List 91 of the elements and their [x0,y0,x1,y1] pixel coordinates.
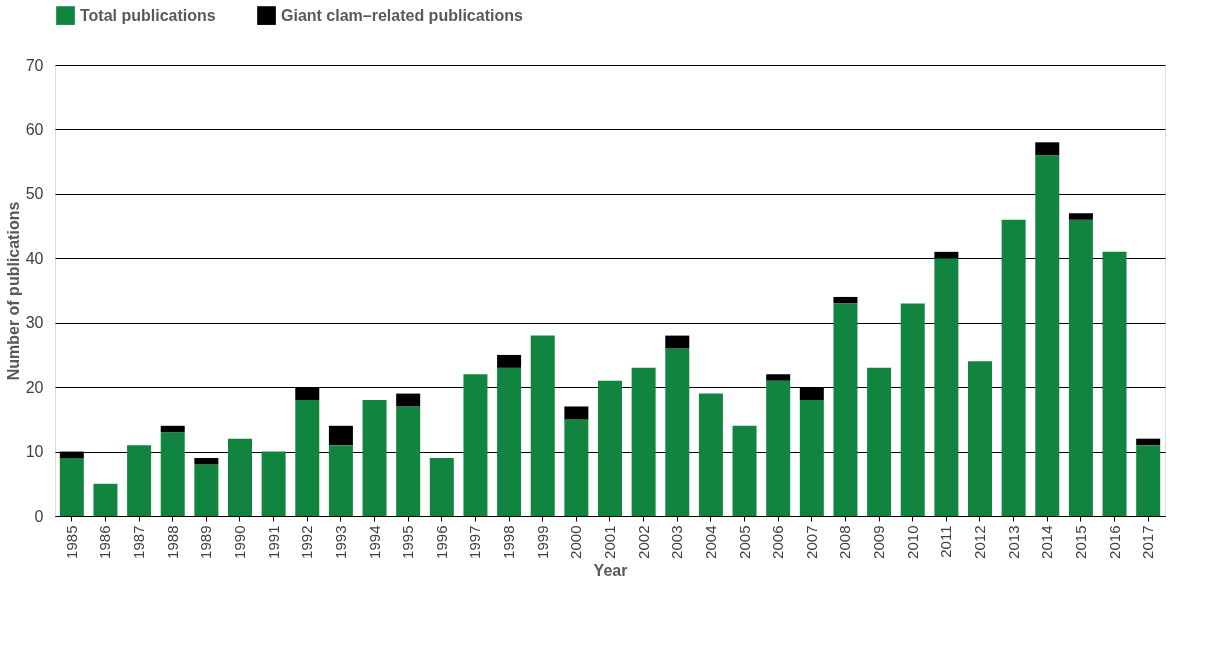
x-tick-label: 2004 [701,525,719,559]
x-tick-label: 2010 [903,525,921,559]
bar [766,380,791,516]
bar [228,438,252,516]
bar [968,361,992,516]
bar [328,445,353,516]
bar [497,354,522,368]
bar [1035,142,1060,156]
x-tick-label: 2008 [836,525,854,559]
x-tick-label: 1989 [197,525,215,559]
y-axis-title: Number of publications [4,201,22,381]
x-tick-label: 2016 [1105,525,1123,559]
x-tick-label: 1986 [96,525,114,559]
y-tick-label: 40 [25,249,44,267]
bar [59,458,84,516]
bar [665,335,690,349]
bar [497,367,522,516]
x-tick-label: 2017 [1139,525,1157,559]
x-tick-label: 1992 [298,525,316,559]
bar [665,348,690,516]
bar [934,258,959,516]
bar [362,400,387,516]
bar [1136,438,1161,446]
x-tick-label: 1993 [331,525,349,559]
bar [1001,219,1026,516]
x-tick-label: 1994 [365,525,383,559]
bar [194,464,219,516]
bar [1136,445,1161,516]
x-tick-label: 2003 [668,525,686,559]
bar [867,367,892,516]
bar [833,296,858,304]
bar [160,432,185,516]
bar [463,374,488,516]
legend-label: Total publications [80,6,216,24]
bar [295,400,320,516]
x-tick-label: 2000 [567,525,585,559]
y-tick-label: 0 [34,507,44,525]
bar [396,393,421,407]
x-tick-label: 1987 [130,525,148,559]
x-tick-label: 2013 [1004,525,1022,559]
bar [833,303,858,516]
x-tick-label: 1996 [432,525,450,559]
bar [1035,155,1060,516]
bar [900,303,925,516]
bar [766,374,791,381]
bar [194,458,219,465]
y-tick-label: 30 [25,314,44,332]
x-tick-label: 1999 [533,525,551,559]
bar [429,458,454,516]
x-tick-label: 2011 [937,525,955,558]
bar [698,393,723,516]
bar [127,445,152,516]
bar [598,380,622,516]
x-tick-label: 2006 [769,525,787,559]
x-tick-label: 1998 [500,525,518,559]
y-tick-label: 60 [25,120,44,138]
bar [799,400,824,516]
bar [1068,219,1093,516]
y-tick-label: 70 [25,56,44,74]
y-tick-label: 20 [25,378,44,396]
x-tick-label: 1990 [231,525,248,559]
x-tick-label: 2005 [735,525,753,559]
y-tick-label: 10 [25,443,44,461]
x-tick-label: 2012 [971,525,988,559]
x-tick-label: 2007 [802,525,820,559]
bar [564,406,589,420]
x-tick-label: 2015 [1071,525,1089,559]
bar [732,425,757,516]
bar [93,483,118,516]
x-tick-label: 1995 [399,525,417,559]
x-tick-label: 1988 [163,525,181,559]
x-tick-label: 1985 [62,525,80,559]
bar [396,406,421,516]
bar [564,419,589,516]
y-tick-label: 50 [25,185,44,203]
x-tick-label: 2002 [634,525,652,559]
x-tick-label: 1997 [466,525,484,559]
bar [160,425,185,433]
x-tick-label: 2001 [601,525,618,559]
x-tick-label: 2014 [1038,525,1056,559]
bar [328,425,353,446]
x-axis-title: Year [593,561,628,579]
bar [261,451,286,516]
bar [530,335,555,516]
bar [631,367,656,516]
bar [1102,251,1127,516]
legend-label: Giant clam–related publications [281,6,523,24]
x-tick-label: 1991 [264,525,282,559]
bar [1068,213,1093,220]
x-tick-label: 2009 [870,525,888,559]
bar [934,251,959,259]
